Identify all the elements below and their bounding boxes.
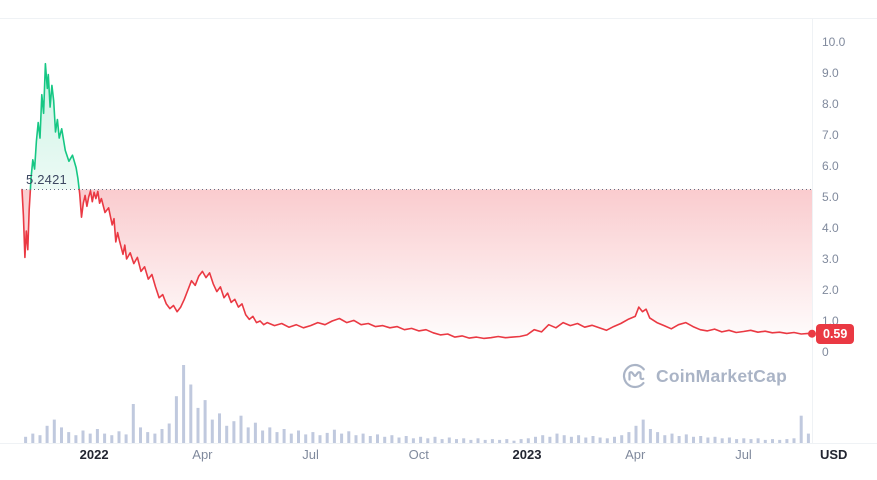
currency-label: USD <box>820 447 848 462</box>
y-axis-tick: 10.0 <box>822 35 846 49</box>
x-axis-tick: Oct <box>408 447 429 462</box>
y-axis-tick: 6.0 <box>822 159 839 173</box>
coinmarketcap-logo-icon <box>622 363 648 389</box>
top-border <box>0 18 877 19</box>
x-axis-tick: 2023 <box>512 447 542 462</box>
x-axis-tick: Apr <box>192 447 213 462</box>
watermark-text: CoinMarketCap <box>656 365 787 386</box>
x-axis-divider <box>0 443 877 444</box>
y-axis-tick: 0 <box>822 345 829 359</box>
baseline-price-label: 5.2421 <box>26 172 67 187</box>
y-axis-tick: 7.0 <box>822 128 839 142</box>
y-axis-tick: 3.0 <box>822 252 839 266</box>
y-axis-tick: 8.0 <box>822 97 839 111</box>
watermark: CoinMarketCap <box>622 363 787 389</box>
y-axis-tick: 4.0 <box>822 221 839 235</box>
x-axis-tick: Jul <box>302 447 319 462</box>
x-axis-tick: Apr <box>625 447 646 462</box>
y-axis-divider <box>812 18 813 443</box>
y-axis-tick: 9.0 <box>822 66 839 80</box>
current-price-badge: 0.59 <box>816 323 855 344</box>
x-axis-tick: 2022 <box>79 447 109 462</box>
y-axis-tick: 2.0 <box>822 283 839 297</box>
y-axis-tick: 5.0 <box>822 190 839 204</box>
x-axis-tick: Jul <box>735 447 752 462</box>
